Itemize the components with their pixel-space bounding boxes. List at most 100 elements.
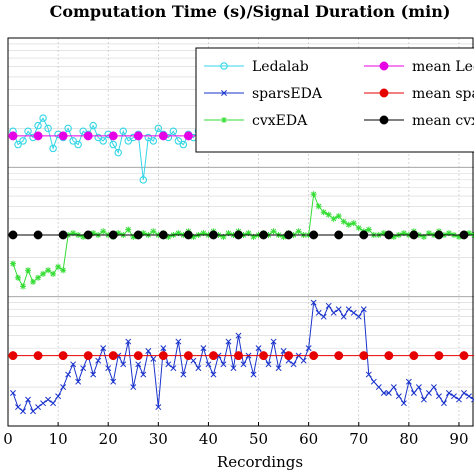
mean-point-mean-sparseda-shape (158, 351, 168, 361)
legend-entry-sparseda: sparsEDA (204, 86, 323, 102)
data-point-sparseda (120, 361, 127, 368)
mean-point-mean-sparseda (133, 351, 143, 361)
data-point-sparseda (471, 396, 474, 403)
data-point-cvxeda-stroke (55, 264, 61, 270)
data-point-cvxeda (345, 221, 352, 228)
mean-point-mean-cvxeda-shape (33, 230, 43, 240)
data-point-sparseda (440, 400, 447, 407)
mean-point-mean-cvxeda-shape (208, 230, 218, 240)
data-point-sparseda (195, 365, 202, 372)
x-tick-label: 80 (399, 430, 418, 448)
mean-point-mean-cvxeda-shape (359, 230, 369, 240)
data-point-sparseda-stroke (175, 338, 182, 345)
legend-swatch-marker-stroke (221, 90, 227, 96)
data-point-sparseda-stroke (325, 302, 332, 309)
mean-point-mean-cvxeda (309, 230, 319, 240)
mean-point-mean-ledalab (183, 131, 193, 141)
mean-point-mean-sparseda (309, 351, 319, 361)
data-point-sparseda (190, 357, 197, 364)
data-point-sparseda (340, 313, 347, 320)
data-point-sparseda-stroke (340, 313, 347, 320)
data-point-sparseda-stroke (80, 365, 87, 372)
mean-point-mean-cvxeda-shape (234, 230, 243, 240)
data-point-sparseda-stroke (225, 338, 232, 345)
data-point-sparseda-stroke (90, 371, 97, 378)
data-point-ledalab (139, 176, 148, 184)
legend-label: Ledalab (252, 59, 309, 75)
data-point-ledalab (169, 127, 178, 136)
data-point-ledalab (114, 148, 122, 157)
legend-entry-cvxeda: cvxEDA (204, 113, 308, 129)
data-point-sparseda (75, 378, 82, 385)
data-point-sparseda-stroke (445, 390, 452, 396)
data-point-sparseda (60, 384, 67, 391)
legend-swatch-marker (221, 117, 227, 123)
data-point-cvxeda (270, 228, 277, 235)
data-point-sparseda-stroke (235, 332, 242, 339)
mean-point-mean-sparseda (158, 351, 168, 361)
legend-label: mean sparsEDA (412, 86, 474, 102)
data-point-sparseda (370, 378, 377, 385)
data-point-sparseda-stroke (75, 378, 82, 385)
x-axis-ticks: 0 10 20 30 40 50 60 70 80 90 (3, 422, 469, 448)
legend-swatch-marker-shape (379, 88, 389, 98)
data-point-cvxeda (310, 191, 317, 198)
data-point-ledalab (49, 144, 57, 153)
data-point-sparseda-stroke (395, 393, 402, 400)
data-point-ledalab-shape (74, 140, 82, 149)
data-point-sparseda (275, 365, 282, 372)
mean-point-mean-cvxeda (133, 230, 143, 240)
mean-point-mean-sparseda-shape (8, 351, 18, 361)
data-point-cvxeda-stroke (60, 267, 66, 273)
data-point-sparseda (105, 365, 112, 372)
mean-point-mean-sparseda-shape (33, 351, 43, 361)
data-point-cvxeda (15, 274, 22, 281)
data-point-sparseda (30, 408, 37, 415)
mean-point-mean-sparseda (459, 351, 469, 361)
data-point-sparseda (230, 365, 237, 372)
data-point-sparseda-stroke (55, 393, 62, 400)
data-point-cvxeda-stroke (35, 275, 41, 281)
legend-entry-mean-sparseda: mean sparsEDA (364, 86, 474, 102)
data-point-ledalab (174, 137, 183, 145)
data-point-ledalab-shape (139, 176, 148, 184)
mean-point-mean-sparseda-shape (409, 351, 419, 361)
mean-point-mean-ledalab (8, 131, 18, 141)
data-point-sparseda (265, 361, 272, 368)
legend-swatch-marker-shape (379, 61, 389, 71)
data-point-sparseda-stroke (160, 345, 167, 352)
data-point-ledalab (144, 133, 153, 142)
data-point-sparseda-stroke (360, 306, 367, 313)
data-point-cvxeda-stroke (311, 191, 317, 197)
data-point-sparseda (205, 361, 212, 368)
data-point-cvxeda-stroke (326, 212, 332, 218)
data-point-sparseda (350, 309, 357, 316)
mean-point-mean-ledalab-shape (133, 131, 143, 141)
data-point-sparseda (360, 306, 367, 313)
data-point-sparseda (240, 361, 247, 368)
data-point-sparseda (405, 378, 412, 385)
plot-frame (7, 37, 474, 427)
data-point-sparseda (155, 404, 162, 411)
legend-entry-mean-cvxeda: mean cvxEDA (364, 113, 474, 129)
data-point-sparseda (445, 390, 452, 396)
mean-point-mean-sparseda-shape (234, 351, 243, 361)
data-point-sparseda-stroke (100, 345, 107, 352)
data-point-sparseda (435, 393, 442, 400)
x-tick-label: 20 (99, 430, 118, 448)
data-point-ledalab-shape (149, 137, 158, 145)
mean-point-mean-cvxeda (459, 230, 469, 240)
data-point-sparseda-stroke (120, 361, 127, 368)
data-point-sparseda-stroke (195, 365, 202, 372)
data-point-ledalab (74, 140, 82, 149)
data-point-ledalab-shape (19, 137, 27, 145)
x-tick-label: 10 (49, 430, 68, 448)
data-point-sparseda-stroke (200, 345, 207, 352)
data-point-sparseda (425, 390, 432, 396)
data-point-sparseda (125, 338, 132, 345)
mean-point-mean-ledalab-shape (33, 131, 43, 141)
legend-entry-mean-ledalab: mean Ledalab (364, 59, 474, 75)
data-point-sparseda-stroke (40, 400, 47, 407)
data-point-sparseda-stroke (150, 355, 157, 362)
data-point-sparseda (160, 345, 167, 352)
